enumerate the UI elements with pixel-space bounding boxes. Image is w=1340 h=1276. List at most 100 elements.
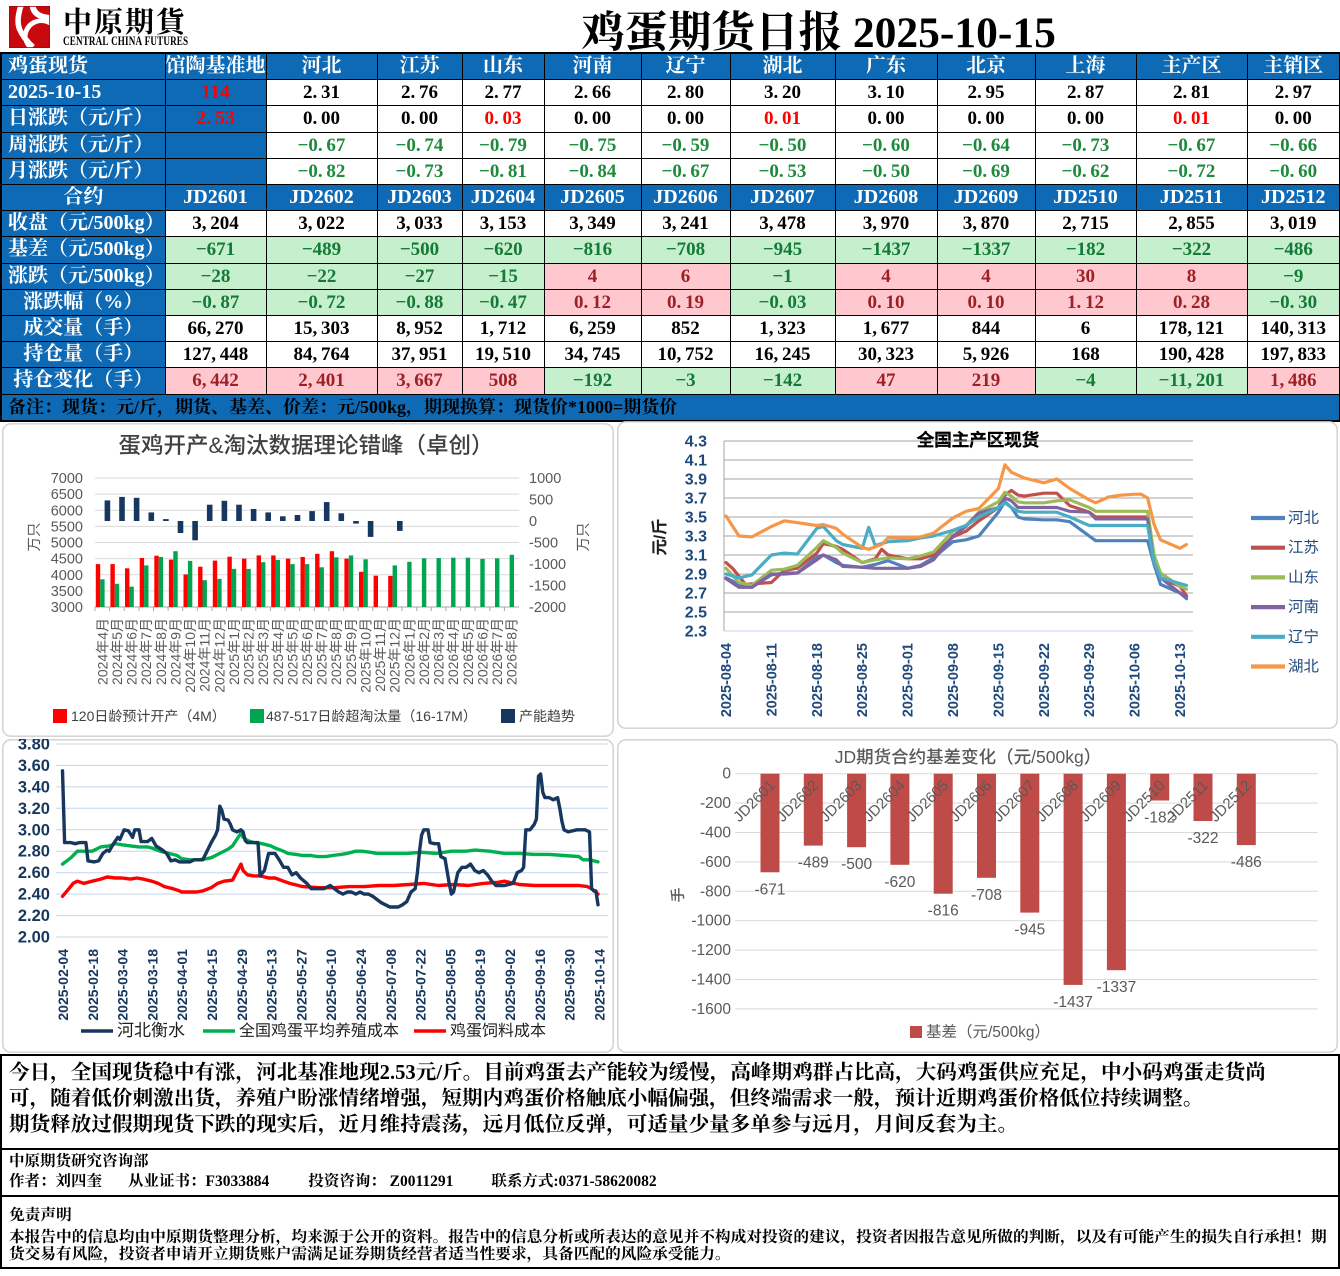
svg-text:2026年1月: 2026年1月 [401, 618, 417, 685]
svg-text:JD期货合约基差变化（元/500kg）: JD期货合约基差变化（元/500kg） [835, 747, 1101, 767]
svg-text:2025年4月: 2025年4月 [270, 618, 286, 685]
svg-text:2.40: 2.40 [18, 886, 50, 904]
svg-text:2.20: 2.20 [18, 907, 50, 925]
svg-text:万只: 万只 [576, 523, 592, 552]
svg-text:2025-04-29: 2025-04-29 [234, 949, 250, 1021]
svg-text:2025-04-01: 2025-04-01 [174, 949, 190, 1021]
svg-text:-1337: -1337 [1097, 979, 1137, 996]
svg-text:2025-09-16: 2025-09-16 [532, 949, 548, 1021]
svg-text:2024年5月: 2024年5月 [109, 618, 125, 685]
svg-text:2024年4月: 2024年4月 [94, 618, 110, 685]
svg-text:2024年11月: 2024年11月 [197, 618, 213, 692]
svg-text:辽宁: 辽宁 [1288, 628, 1319, 646]
svg-text:3.9: 3.9 [685, 472, 707, 489]
svg-text:2024年10月: 2024年10月 [182, 618, 198, 693]
svg-text:2025年3月: 2025年3月 [255, 618, 271, 685]
svg-text:2026年8月: 2026年8月 [504, 618, 520, 685]
svg-text:2025年8月: 2025年8月 [328, 618, 344, 685]
svg-text:-620: -620 [884, 874, 915, 891]
svg-text:3.5: 3.5 [685, 510, 707, 527]
svg-text:2024年12月: 2024年12月 [211, 618, 227, 693]
svg-text:2024年6月: 2024年6月 [124, 618, 140, 685]
svg-text:2025-09-08: 2025-09-08 [946, 643, 962, 717]
svg-text:-1400: -1400 [691, 972, 731, 989]
svg-text:2025-09-30: 2025-09-30 [562, 949, 578, 1021]
svg-text:2026年6月: 2026年6月 [474, 618, 490, 685]
svg-text:2.60: 2.60 [18, 864, 50, 882]
svg-text:2025-09-01: 2025-09-01 [901, 643, 917, 717]
svg-text:全国鸡蛋平均养殖成本: 全国鸡蛋平均养殖成本 [239, 1022, 399, 1040]
svg-text:2024年9月: 2024年9月 [167, 618, 183, 685]
svg-text:基差（元/500kg）: 基差（元/500kg） [926, 1023, 1050, 1041]
svg-text:2026年4月: 2026年4月 [445, 618, 461, 685]
svg-text:2.3: 2.3 [685, 624, 707, 641]
svg-text:2.00: 2.00 [18, 929, 50, 947]
svg-text:2024年8月: 2024年8月 [153, 618, 169, 685]
svg-text:-708: -708 [971, 887, 1002, 904]
svg-text:6000: 6000 [51, 503, 83, 519]
svg-text:3.40: 3.40 [18, 778, 50, 796]
svg-text:2025-02-04: 2025-02-04 [55, 949, 71, 1021]
svg-text:2025-08-25: 2025-08-25 [855, 643, 871, 717]
svg-text:全国主产区现货: 全国主产区现货 [916, 430, 1040, 450]
svg-text:2026年2月: 2026年2月 [416, 618, 432, 685]
svg-text:2025-06-24: 2025-06-24 [353, 949, 369, 1021]
svg-text:2025-09-02: 2025-09-02 [502, 949, 518, 1021]
svg-text:4500: 4500 [51, 552, 83, 568]
svg-text:120日龄预计开产（4M）: 120日龄预计开产（4M） [71, 708, 226, 724]
svg-text:2025-08-19: 2025-08-19 [472, 949, 488, 1021]
svg-text:元/斤: 元/斤 [651, 519, 669, 556]
svg-text:2026年3月: 2026年3月 [431, 618, 447, 685]
svg-text:6500: 6500 [51, 487, 83, 503]
svg-text:-182: -182 [1144, 809, 1175, 826]
svg-text:江苏: 江苏 [1288, 539, 1319, 557]
svg-text:2025年9月: 2025年9月 [343, 618, 359, 685]
svg-text:3.3: 3.3 [685, 529, 707, 546]
svg-text:-1600: -1600 [691, 1001, 731, 1018]
svg-text:湖北: 湖北 [1288, 659, 1320, 676]
svg-text:2025-07-08: 2025-07-08 [383, 949, 399, 1021]
svg-text:5000: 5000 [51, 536, 83, 552]
svg-text:-1000: -1000 [691, 913, 731, 930]
svg-text:2025-08-18: 2025-08-18 [810, 643, 826, 717]
svg-text:0: 0 [529, 514, 537, 530]
svg-text:蛋鸡开产&淘汰数据理论错峰（卓创）: 蛋鸡开产&淘汰数据理论错峰（卓创） [118, 433, 493, 458]
svg-text:2025-04-15: 2025-04-15 [204, 949, 220, 1021]
svg-text:1000: 1000 [529, 471, 561, 487]
svg-text:河北衡水: 河北衡水 [117, 1021, 185, 1040]
svg-text:-1500: -1500 [529, 579, 566, 595]
svg-text:5500: 5500 [51, 519, 83, 535]
svg-text:3000: 3000 [51, 600, 83, 616]
svg-text:3.00: 3.00 [18, 821, 50, 839]
svg-text:2025年10月: 2025年10月 [357, 618, 373, 693]
svg-text:产能趋势: 产能趋势 [519, 708, 575, 724]
svg-text:0: 0 [722, 766, 731, 783]
svg-text:2025-09-29: 2025-09-29 [1082, 643, 1098, 717]
svg-text:3500: 3500 [51, 584, 83, 600]
svg-text:2.7: 2.7 [685, 586, 707, 603]
svg-text:山东: 山东 [1288, 568, 1319, 586]
svg-text:2025-07-22: 2025-07-22 [413, 949, 429, 1021]
svg-text:2025-08-05: 2025-08-05 [442, 949, 458, 1021]
svg-text:2025-06-10: 2025-06-10 [323, 949, 339, 1021]
svg-text:2025年12月: 2025年12月 [387, 618, 403, 693]
svg-text:2025年2月: 2025年2月 [241, 618, 257, 685]
svg-text:2.9: 2.9 [685, 567, 707, 584]
svg-text:3.80: 3.80 [18, 739, 50, 754]
svg-text:3.1: 3.1 [685, 548, 707, 565]
svg-text:2025-02-18: 2025-02-18 [85, 949, 101, 1021]
svg-text:2025-08-04: 2025-08-04 [719, 643, 735, 717]
svg-text:2025年11月: 2025年11月 [372, 618, 388, 692]
svg-text:2025-10-13: 2025-10-13 [1173, 643, 1189, 717]
svg-text:-489: -489 [798, 855, 829, 872]
svg-text:2025-10-14: 2025-10-14 [591, 949, 607, 1021]
svg-text:-1437: -1437 [1053, 994, 1093, 1011]
svg-text:2025-09-15: 2025-09-15 [991, 643, 1007, 717]
svg-text:万只: 万只 [27, 523, 43, 552]
svg-text:-2000: -2000 [529, 600, 566, 616]
svg-text:2025-03-18: 2025-03-18 [144, 949, 160, 1021]
svg-text:2025-10-06: 2025-10-06 [1128, 643, 1144, 717]
svg-text:-322: -322 [1187, 830, 1218, 847]
svg-text:-1000: -1000 [529, 557, 566, 573]
svg-text:2025年1月: 2025年1月 [226, 618, 242, 685]
